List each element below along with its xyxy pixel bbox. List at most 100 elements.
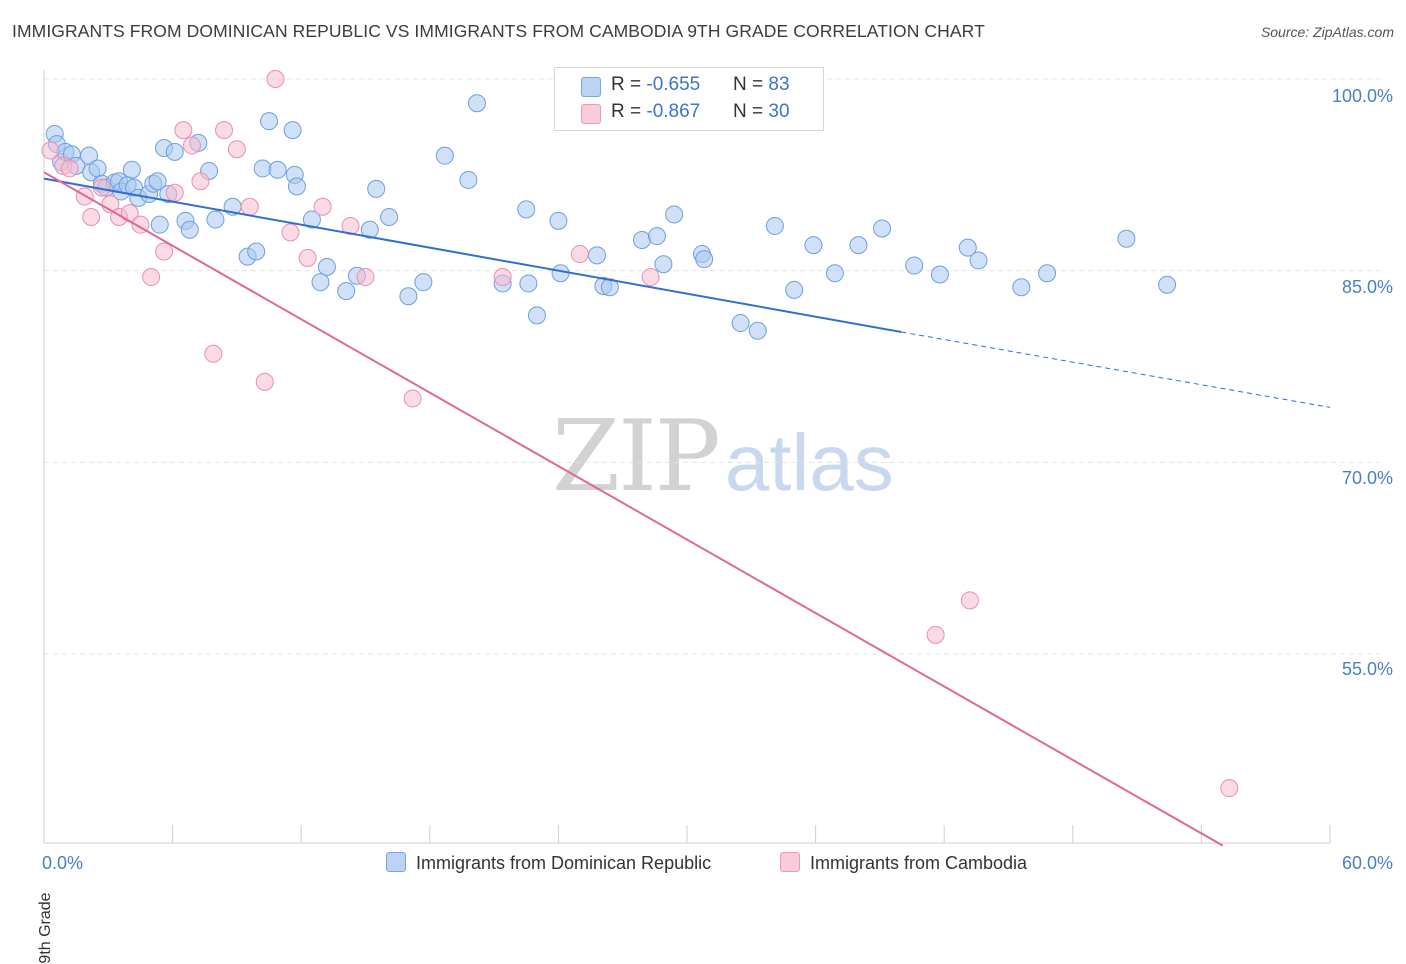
point-dominican xyxy=(302,210,321,229)
legend-n: N = 83 xyxy=(733,74,790,96)
point-dominican xyxy=(253,159,272,178)
point-cambodia xyxy=(298,248,317,267)
legend-swatch-blue xyxy=(581,77,601,97)
point-dominican xyxy=(825,264,844,283)
point-cambodia xyxy=(266,70,285,88)
point-cambodia xyxy=(182,136,201,155)
legend-item-cambodia: Immigrants from Cambodia xyxy=(780,852,1027,874)
legend-swatch-pink xyxy=(780,852,800,872)
legend-r-label: R = xyxy=(611,74,647,95)
point-cambodia xyxy=(281,223,300,242)
point-cambodia xyxy=(255,372,274,391)
point-dominican xyxy=(517,200,536,219)
point-dominican xyxy=(905,256,924,275)
legend-label: Immigrants from Dominican Republic xyxy=(416,853,712,873)
point-cambodia xyxy=(215,121,234,140)
x-tick-label-max: 60.0% xyxy=(1341,853,1393,873)
point-dominican xyxy=(88,159,107,178)
point-dominican xyxy=(317,257,336,276)
point-cambodia xyxy=(960,591,979,610)
point-dominican xyxy=(600,278,619,297)
y-tick-label-85: 85.0% xyxy=(1341,277,1393,297)
point-cambodia xyxy=(41,141,60,160)
y-tick-label-100: 100.0% xyxy=(1331,86,1393,106)
point-cambodia xyxy=(240,197,259,216)
point-cambodia xyxy=(570,245,589,264)
point-dominican xyxy=(519,274,538,293)
point-dominican xyxy=(654,255,673,274)
point-dominican xyxy=(748,321,767,340)
correlation-legend: R = -0.655 N = 83 R = -0.867 N = 30 xyxy=(554,67,824,131)
point-dominican xyxy=(360,220,379,239)
point-dominican xyxy=(647,227,666,246)
trendline-dominican-extension xyxy=(901,331,1331,408)
point-cambodia xyxy=(191,172,210,191)
legend-r-value: -0.867 xyxy=(646,101,701,122)
legend-r: R = -0.655 xyxy=(611,74,700,96)
point-dominican xyxy=(268,160,287,179)
legend-r-label: R = xyxy=(611,101,647,122)
point-dominican xyxy=(311,273,330,292)
legend-item-dominican: Immigrants from Dominican Republic xyxy=(386,852,711,874)
point-dominican xyxy=(283,121,302,140)
point-dominican xyxy=(1117,229,1136,248)
point-dominican xyxy=(122,160,141,179)
chart-title: IMMIGRANTS FROM DOMINICAN REPUBLIC VS IM… xyxy=(12,21,985,41)
point-dominican xyxy=(765,216,784,235)
point-dominican xyxy=(1038,264,1057,283)
point-dominican xyxy=(1012,278,1031,297)
point-dominican xyxy=(527,306,546,325)
y-axis-label: 9th Grade xyxy=(37,892,54,964)
point-dominican xyxy=(632,231,651,249)
point-dominican xyxy=(399,287,418,306)
point-dominican xyxy=(260,112,279,131)
scatter-plot xyxy=(41,70,1380,847)
point-dominican xyxy=(958,238,977,257)
point-cambodia xyxy=(165,183,184,202)
point-dominican xyxy=(367,179,386,198)
legend-swatch-blue xyxy=(386,852,406,872)
point-cambodia xyxy=(204,344,223,363)
point-cambodia xyxy=(155,242,174,261)
point-cambodia xyxy=(313,197,332,216)
legend-swatch-pink xyxy=(581,104,601,124)
point-dominican xyxy=(180,220,199,239)
point-cambodia xyxy=(142,268,161,287)
legend-r: R = -0.867 xyxy=(611,101,700,123)
point-dominican xyxy=(148,172,167,191)
point-dominican xyxy=(930,265,949,284)
source-label: Source: ZipAtlas.com xyxy=(1260,24,1394,40)
point-cambodia xyxy=(227,140,246,159)
legend-label: Immigrants from Cambodia xyxy=(810,853,1028,873)
point-cambodia xyxy=(82,208,101,226)
point-dominican xyxy=(165,142,184,161)
point-dominican xyxy=(1158,275,1177,294)
point-dominican xyxy=(459,170,478,189)
point-dominican xyxy=(587,246,606,265)
y-tick-label-55: 55.0% xyxy=(1341,659,1393,679)
point-dominican xyxy=(969,251,988,270)
x-tick-label-min: 0.0% xyxy=(42,853,84,873)
point-dominican xyxy=(247,242,266,261)
point-dominican xyxy=(435,146,454,165)
point-dominican xyxy=(467,94,486,113)
point-dominican xyxy=(849,236,868,255)
point-dominican xyxy=(785,280,804,299)
point-dominican xyxy=(695,250,714,269)
point-cambodia xyxy=(403,389,422,408)
trendline-cambodia xyxy=(43,171,1224,847)
point-dominican xyxy=(287,177,306,196)
point-cambodia xyxy=(641,268,660,287)
legend-r-value: -0.655 xyxy=(646,74,701,95)
legend-n-value: 83 xyxy=(768,74,790,95)
point-dominican xyxy=(206,210,225,229)
point-dominican xyxy=(804,236,823,255)
point-dominican xyxy=(549,211,568,230)
point-cambodia xyxy=(60,159,79,178)
point-cambodia xyxy=(926,625,945,644)
point-dominican xyxy=(337,282,356,301)
trendline-dominican xyxy=(43,177,902,333)
y-tick-label-70: 70.0% xyxy=(1341,468,1393,488)
watermark-zip: ZIP xyxy=(552,400,721,514)
legend-n: N = 30 xyxy=(733,101,790,123)
